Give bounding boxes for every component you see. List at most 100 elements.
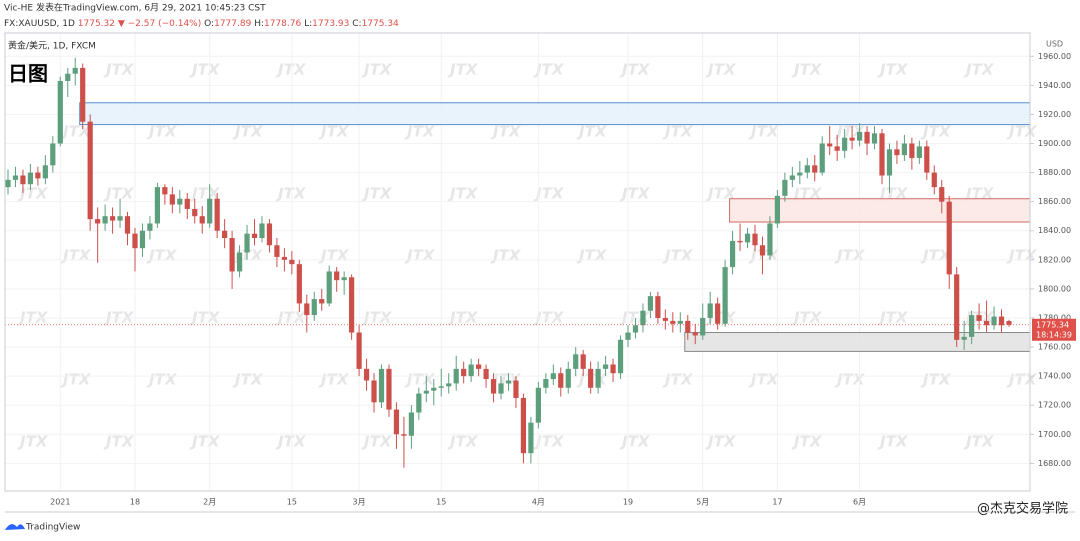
candle-body xyxy=(438,386,444,388)
candle-body xyxy=(184,198,190,209)
watermark: JTX xyxy=(275,61,307,79)
candle-body xyxy=(334,271,340,281)
y-tick-label: 1680.00 xyxy=(1038,459,1071,468)
candle-body xyxy=(65,73,71,81)
candle-body xyxy=(177,198,183,205)
watermark: JTX xyxy=(318,371,350,389)
candle-body xyxy=(744,233,751,243)
candle-body xyxy=(431,387,437,391)
candle-body xyxy=(304,303,310,316)
candle-body xyxy=(483,368,489,380)
watermark: JTX xyxy=(920,371,952,389)
price-tag xyxy=(1032,318,1076,341)
credit: @杰克交易学院 xyxy=(977,501,1068,517)
zone xyxy=(684,332,1031,352)
candle-body xyxy=(393,409,400,435)
candle-body xyxy=(446,383,452,387)
candle-body xyxy=(117,216,123,221)
watermark: JTX xyxy=(877,433,909,451)
candle-body xyxy=(677,320,683,324)
candle-body xyxy=(535,387,541,423)
candle-body xyxy=(416,393,422,413)
watermark: JTX xyxy=(748,371,780,389)
candle-body xyxy=(588,368,594,388)
quote-line: FX:XAUUSD, 1D 1775.32 ▼ −2.57 (−0.14%) O… xyxy=(4,19,399,29)
candle-body xyxy=(886,149,893,176)
candle-body xyxy=(939,187,945,202)
candle-body xyxy=(222,230,228,239)
candle-body xyxy=(326,271,332,304)
candle-body xyxy=(991,316,997,326)
y-tick-label: 1760.00 xyxy=(1038,343,1071,352)
x-tick-label: 6月 xyxy=(853,498,866,507)
candle-body xyxy=(363,368,370,381)
o-label: O: xyxy=(204,19,214,29)
candle-body xyxy=(132,233,138,249)
watermark: JTX xyxy=(705,185,737,203)
candle-body xyxy=(909,143,915,159)
candle-body xyxy=(707,303,713,318)
watermark: JTX xyxy=(490,247,522,265)
watermark: JTX xyxy=(1006,123,1038,141)
candle-body xyxy=(124,216,131,234)
watermark: JTX xyxy=(576,247,608,265)
candle-body xyxy=(969,315,975,337)
watermark: JTX xyxy=(662,371,694,389)
candle-body xyxy=(842,137,848,151)
watermark: JTX xyxy=(1006,247,1038,265)
watermark: JTX xyxy=(146,247,178,265)
candle-body xyxy=(95,219,101,224)
watermark: JTX xyxy=(404,123,436,141)
candle-body xyxy=(752,233,758,246)
y-tick-label: 1940.00 xyxy=(1038,81,1071,90)
candle-body xyxy=(685,320,691,333)
candle-body xyxy=(423,390,429,394)
quote: 1775.32 ▼ −2.57 (−0.14%) xyxy=(78,19,201,29)
candle-body xyxy=(774,195,781,224)
watermark: JTX xyxy=(103,185,135,203)
candle-body xyxy=(700,317,706,336)
y-tick-label: 1740.00 xyxy=(1038,372,1071,381)
x-tick-label: 2月 xyxy=(203,498,216,507)
watermark: JTX xyxy=(103,61,135,79)
o-value: 1777.89 xyxy=(214,19,251,29)
l-label: L: xyxy=(304,19,312,29)
watermark: JTX xyxy=(619,61,651,79)
candle-body xyxy=(543,379,549,388)
candle-body xyxy=(169,194,175,205)
candle-body xyxy=(311,299,317,316)
watermark: JTX xyxy=(189,185,221,203)
candle-body xyxy=(468,364,474,377)
candle-body xyxy=(139,230,146,249)
candle-body xyxy=(827,143,833,147)
publisher: Vic-HE 发表在TradingView.com, 6月 29, 2021 1… xyxy=(4,2,266,14)
watermark: JTX xyxy=(17,185,49,203)
candle-body xyxy=(266,223,273,246)
candle-body xyxy=(924,146,930,173)
candle-body xyxy=(819,143,825,173)
candle-body xyxy=(670,320,676,324)
watermark: JTX xyxy=(791,61,823,79)
y-tick-label: 1720.00 xyxy=(1038,401,1071,410)
zone xyxy=(79,102,1031,126)
candle-body xyxy=(603,364,609,369)
candle-body xyxy=(87,121,93,220)
plot-frame xyxy=(4,32,1031,492)
candle-body xyxy=(662,317,668,321)
watermark: JTX xyxy=(705,433,737,451)
candle-body xyxy=(199,216,205,224)
watermark: JTX xyxy=(404,371,436,389)
candle-body xyxy=(528,422,534,454)
candle-body xyxy=(289,259,295,265)
candle-body xyxy=(109,216,116,221)
candle-body xyxy=(715,303,721,324)
watermark: JTX xyxy=(533,433,565,451)
candle-body xyxy=(490,379,497,394)
candle-body xyxy=(42,165,48,179)
candle-body xyxy=(154,187,160,224)
watermark: JTX xyxy=(662,247,694,265)
candle-body xyxy=(737,240,743,243)
candle-body xyxy=(50,143,56,166)
candle-body xyxy=(251,233,258,239)
